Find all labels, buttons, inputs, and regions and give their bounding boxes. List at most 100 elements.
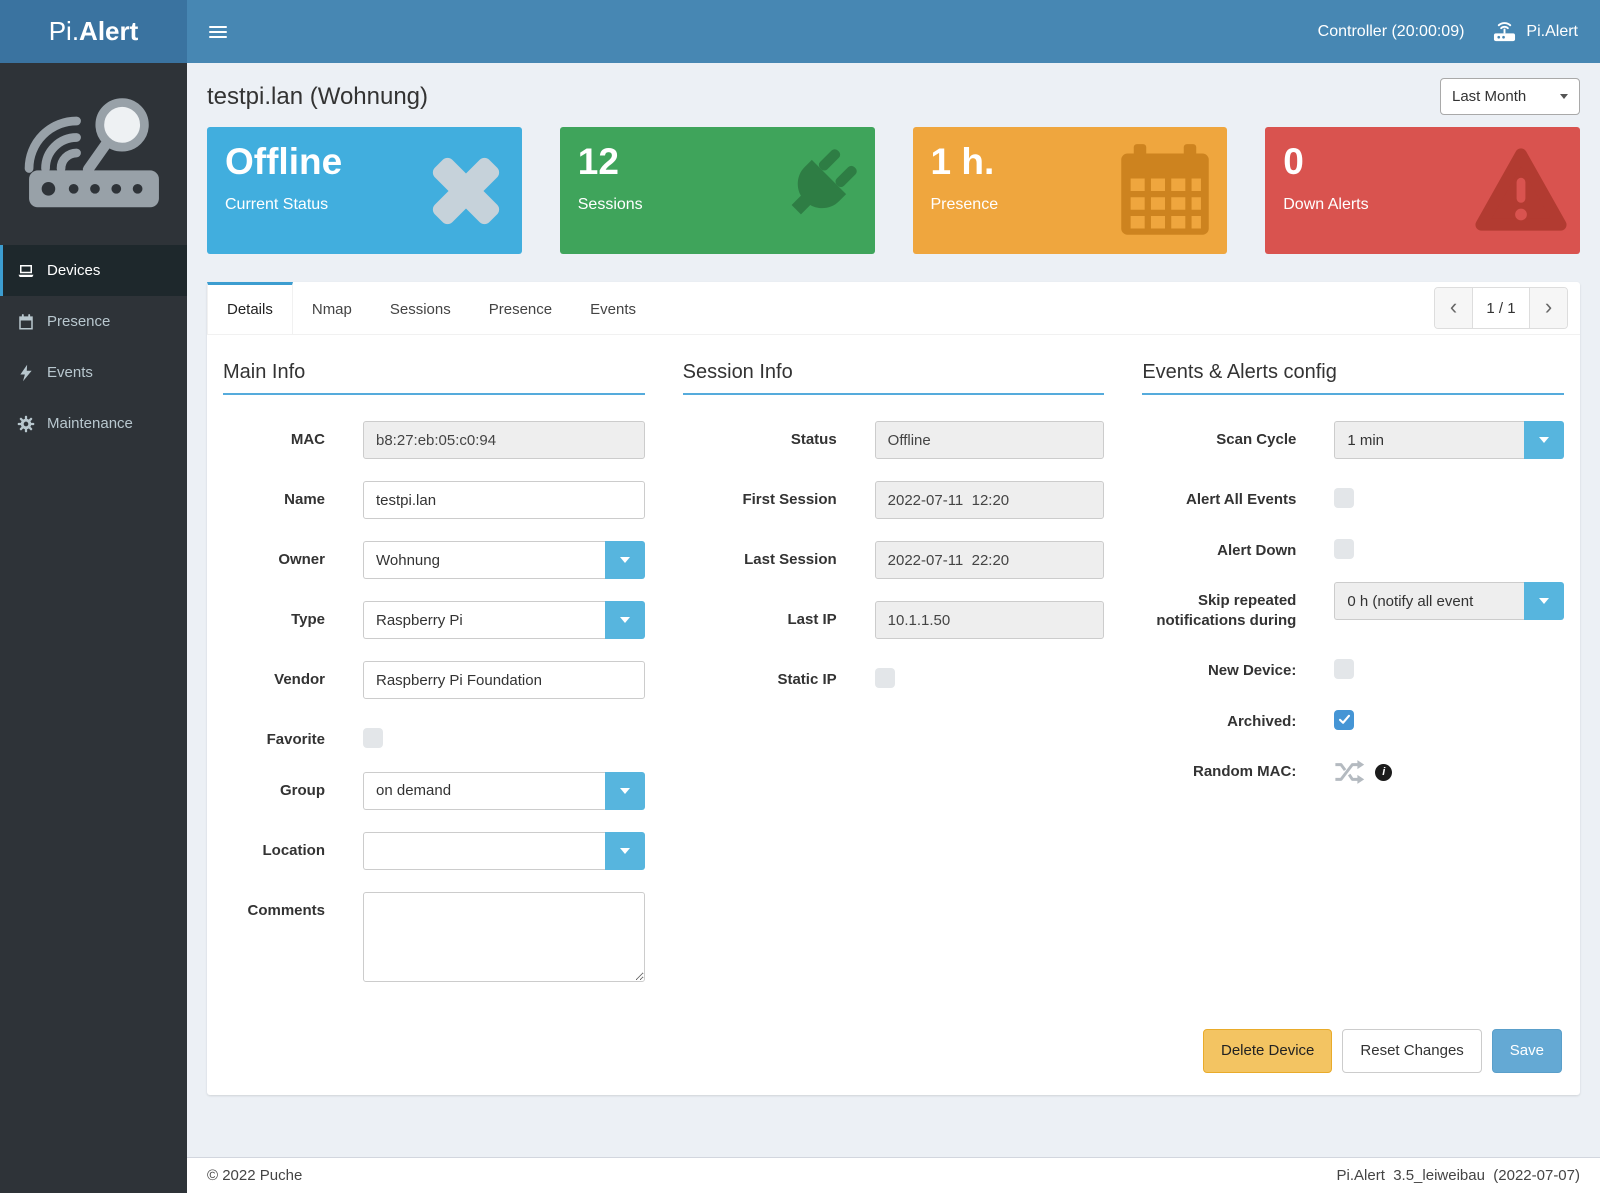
field-group: Group on demand	[223, 771, 645, 810]
field-vendor: Vendor	[223, 661, 645, 699]
sessions-infobox: 12 Sessions	[559, 127, 875, 254]
archived-checkbox[interactable]	[1334, 709, 1355, 730]
sessions-value: 12	[577, 141, 619, 182]
alert-all-events-checkbox[interactable]	[1334, 488, 1355, 508]
reset-changes-button[interactable]: Reset Changes	[1342, 1028, 1482, 1073]
field-favorite: Favorite	[223, 721, 645, 750]
vendor-input[interactable]	[363, 661, 645, 699]
scan-cycle-select[interactable]: 1 min	[1334, 421, 1564, 459]
detail-columns: Main Info MAC Name Owner	[223, 361, 1564, 1009]
scan-cycle-select-value: 1 min	[1334, 421, 1524, 459]
pialert-logo-icon	[0, 63, 187, 245]
field-random-mac: Random MAC:	[1142, 753, 1564, 785]
tab-content-details: Main Info MAC Name Owner	[207, 335, 1580, 1095]
owner-label: Owner	[278, 551, 325, 568]
field-type: Type Raspberry Pi	[223, 601, 645, 639]
scan-cycle-label: Scan Cycle	[1216, 431, 1297, 448]
field-scan-cycle: Scan Cycle 1 min	[1142, 421, 1564, 459]
chevron-down-icon	[1538, 598, 1549, 604]
type-select-value: Raspberry Pi	[363, 601, 605, 639]
type-select-button[interactable]	[604, 601, 645, 639]
last-session-input[interactable]	[874, 541, 1105, 579]
tab-sessions[interactable]: Sessions	[389, 301, 451, 318]
content-area: testpi.lan (Wohnung) Last Month Offline …	[187, 63, 1600, 1193]
group-select-button[interactable]	[604, 771, 645, 810]
sidebar-item-maintenance[interactable]: Maintenance	[0, 398, 187, 449]
favorite-label: Favorite	[266, 731, 325, 748]
type-label: Type	[291, 611, 325, 628]
skip-notifications-select[interactable]: 0 h (notify all event	[1334, 582, 1564, 620]
user-menu[interactable]: Pi.Alert	[1492, 20, 1578, 43]
section-events-alerts-config: Events & Alerts config Scan Cycle 1 min	[1142, 361, 1564, 1009]
tab-events[interactable]: Events	[590, 301, 636, 318]
user-label: Pi.Alert	[1526, 22, 1578, 40]
alert-down-checkbox[interactable]	[1334, 538, 1355, 559]
location-select-value	[363, 831, 605, 870]
skip-notifications-select-button[interactable]	[1523, 582, 1564, 620]
tab-details[interactable]: Details	[207, 282, 293, 334]
prev-device-button[interactable]: ‹	[1435, 288, 1472, 328]
group-label: Group	[280, 781, 325, 799]
location-select-button[interactable]	[604, 831, 645, 870]
info-boxes: Offline Current Status 12 Sessions	[187, 127, 1600, 254]
random-mac-label: Random MAC:	[1193, 763, 1297, 780]
group-select-value: on demand	[363, 771, 605, 810]
sidebar-item-devices[interactable]: Devices	[0, 245, 187, 296]
brand-bold: Alert	[79, 16, 139, 46]
first-session-label: First Session	[742, 491, 837, 508]
sidebar-item-label: Presence	[47, 313, 111, 330]
next-device-button[interactable]: ›	[1530, 288, 1567, 328]
calendar-icon	[17, 313, 35, 331]
footer: © 2022 Puche Pi.Alert 3.5_leiweibau (202…	[187, 1157, 1600, 1193]
tab-bar: Details Nmap Sessions Presence Events ‹ …	[207, 282, 1580, 335]
field-comments: Comments	[223, 891, 645, 987]
current-status-label: Current Status	[225, 195, 329, 213]
chevron-down-icon	[619, 557, 630, 563]
field-skip-notifications: Skip repeated notifications during 0 h (…	[1142, 582, 1564, 630]
status-input[interactable]	[874, 421, 1105, 459]
sidebar-item-presence[interactable]: Presence	[0, 296, 187, 347]
laptop-icon	[17, 262, 35, 280]
owner-select-button[interactable]	[604, 541, 645, 579]
mac-input[interactable]	[363, 421, 645, 459]
down-alerts-value: 0	[1283, 141, 1304, 182]
field-new-device: New Device:	[1142, 652, 1564, 681]
tab-presence[interactable]: Presence	[488, 301, 553, 318]
save-button[interactable]: Save	[1491, 1028, 1562, 1073]
new-device-checkbox[interactable]	[1334, 659, 1355, 679]
hamburger-icon[interactable]	[205, 20, 231, 44]
mac-label: MAC	[290, 431, 325, 448]
group-select[interactable]: on demand	[363, 771, 645, 810]
period-select[interactable]: Last Month	[1440, 78, 1580, 115]
router-icon	[1494, 22, 1516, 42]
tab-nmap[interactable]: Nmap	[311, 301, 352, 318]
name-input[interactable]	[363, 481, 645, 519]
delete-device-button[interactable]: Delete Device	[1203, 1028, 1333, 1073]
warning-icon	[1475, 147, 1567, 231]
alert-all-events-label: Alert All Events	[1186, 491, 1297, 508]
info-icon[interactable]: i	[1375, 763, 1393, 781]
field-first-session: First Session	[683, 481, 1105, 519]
type-select[interactable]: Raspberry Pi	[363, 601, 645, 639]
favorite-checkbox[interactable]	[363, 728, 383, 748]
content-header: testpi.lan (Wohnung) Last Month	[187, 63, 1600, 127]
section-main-info: Main Info MAC Name Owner	[223, 361, 645, 1009]
brand-logo[interactable]: Pi. Alert	[0, 0, 187, 63]
last-ip-input[interactable]	[874, 601, 1105, 639]
tabs: Details Nmap Sessions Presence Events	[207, 282, 655, 334]
chevron-down-icon	[1538, 437, 1549, 443]
name-label: Name	[284, 491, 325, 508]
owner-select[interactable]: Wohnung	[363, 541, 645, 579]
first-session-input[interactable]	[874, 481, 1105, 519]
section-session-info: Session Info Status First Session Last S	[682, 361, 1105, 1009]
static-ip-checkbox[interactable]	[874, 668, 895, 688]
controller-status[interactable]: Controller (20:00:09)	[1317, 22, 1465, 40]
comments-textarea[interactable]	[363, 891, 645, 982]
down-alerts-infobox: 0 Down Alerts	[1265, 127, 1580, 254]
field-owner: Owner Wohnung	[223, 541, 645, 579]
location-select[interactable]	[363, 831, 645, 870]
vendor-label: Vendor	[274, 671, 325, 688]
sidebar-item-events[interactable]: Events	[0, 347, 187, 398]
scan-cycle-select-button[interactable]	[1523, 421, 1564, 459]
